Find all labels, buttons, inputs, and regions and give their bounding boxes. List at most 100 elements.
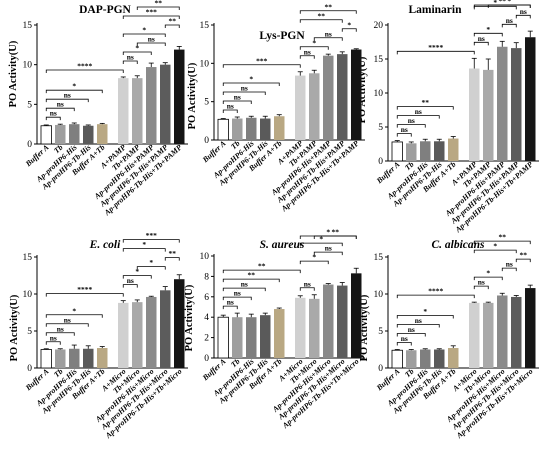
significance-bracket bbox=[222, 82, 280, 86]
y-tick-label: 15 bbox=[374, 253, 384, 263]
bar bbox=[55, 124, 66, 144]
bar bbox=[469, 68, 480, 161]
significance-bracket bbox=[299, 55, 315, 59]
y-tick-label: 10 bbox=[374, 89, 384, 99]
significance-label: ns bbox=[57, 324, 64, 333]
bar bbox=[525, 37, 536, 161]
significance-label: * bbox=[72, 82, 76, 91]
significance-label: **** bbox=[77, 285, 92, 294]
bar bbox=[525, 288, 536, 368]
significance-label: * bbox=[486, 25, 490, 34]
bar bbox=[511, 48, 522, 162]
significance-bracket bbox=[299, 19, 343, 23]
y-tick-label: 2 bbox=[204, 334, 209, 344]
bar bbox=[420, 349, 431, 368]
y-tick-label: 5 bbox=[27, 327, 32, 337]
significance-bracket bbox=[515, 258, 531, 263]
significance-label: ns bbox=[50, 109, 57, 118]
significance-label: ns bbox=[401, 334, 408, 343]
significance-label: ** bbox=[169, 249, 177, 258]
significance-label: * bbox=[142, 25, 146, 34]
significance-label: ns bbox=[325, 244, 332, 253]
significance-bracket bbox=[136, 42, 166, 46]
significance-bracket bbox=[122, 239, 180, 243]
significance-bracket bbox=[299, 260, 329, 265]
bar bbox=[420, 141, 431, 161]
bar bbox=[83, 348, 94, 368]
y-tick-label: 15 bbox=[23, 253, 33, 263]
significance-label: * bbox=[423, 307, 427, 316]
panel-e-coli: E. coli PO Activity(U) bbox=[9, 239, 121, 361]
significance-bracket bbox=[515, 14, 531, 19]
significance-bracket bbox=[396, 294, 475, 299]
significance-bracket bbox=[222, 278, 280, 283]
significance-label: ns bbox=[415, 107, 422, 116]
bar bbox=[132, 302, 143, 368]
significance-bracket bbox=[396, 315, 454, 319]
significance-label: ** bbox=[155, 0, 163, 7]
significance-label: ns bbox=[234, 289, 241, 298]
significance-bracket bbox=[473, 240, 531, 245]
panel-dap-pgn: DAP-PGN PO Activity(U) bbox=[8, 4, 132, 107]
significance-label: ns bbox=[227, 102, 234, 111]
panel-lys-pgn: Lys-PGN PO Activity(U) bbox=[187, 30, 305, 129]
bar bbox=[448, 348, 459, 368]
bar bbox=[323, 55, 334, 140]
significance-label: ** bbox=[332, 228, 340, 237]
bar bbox=[260, 315, 271, 358]
significance-bracket bbox=[299, 46, 329, 50]
significance-bracket bbox=[222, 296, 252, 301]
bar bbox=[97, 124, 108, 144]
significance-bracket bbox=[396, 106, 454, 110]
significance-bracket bbox=[222, 100, 252, 104]
bar bbox=[274, 309, 285, 358]
significance-bracket bbox=[299, 10, 357, 14]
significance-label: **** bbox=[77, 61, 92, 70]
significance-bracket bbox=[122, 284, 138, 288]
y-tick-label: 10 bbox=[374, 290, 384, 300]
bar bbox=[260, 118, 271, 140]
significance-label: ** bbox=[325, 2, 333, 11]
significance-bracket bbox=[164, 257, 180, 261]
panel-title: Lys-PGN bbox=[259, 30, 305, 42]
significance-bracket bbox=[473, 4, 531, 8]
significance-label: ns bbox=[408, 116, 415, 125]
bar bbox=[434, 141, 445, 161]
bar bbox=[469, 302, 480, 368]
bar bbox=[132, 78, 143, 144]
y-tick-label: 0 bbox=[378, 364, 383, 374]
significance-label: * bbox=[312, 38, 316, 47]
significance-label: * bbox=[319, 235, 323, 244]
significance-label: ns bbox=[234, 93, 241, 102]
significance-bracket bbox=[136, 266, 166, 270]
bar bbox=[232, 317, 243, 358]
bar bbox=[406, 350, 417, 368]
bar bbox=[146, 296, 157, 368]
significance-bracket bbox=[473, 32, 503, 37]
significance-bracket bbox=[164, 24, 180, 28]
significance-label: ns bbox=[57, 100, 64, 109]
bar bbox=[483, 302, 494, 368]
bar bbox=[483, 69, 494, 161]
significance-bracket bbox=[501, 23, 517, 28]
significance-label: ns bbox=[408, 325, 415, 334]
significance-bracket bbox=[396, 133, 412, 137]
y-axis-label: PO Activity(U) bbox=[184, 284, 195, 351]
significance-bracket bbox=[45, 69, 124, 73]
significance-label: * bbox=[493, 242, 497, 251]
significance-label: * bbox=[493, 0, 497, 7]
bar bbox=[337, 285, 348, 358]
significance-label: ns bbox=[415, 316, 422, 325]
y-tick-label: 15 bbox=[200, 21, 210, 31]
panel-title: DAP-PGN bbox=[79, 4, 131, 16]
significance-bracket bbox=[136, 6, 180, 10]
bar bbox=[217, 316, 229, 359]
significance-bracket bbox=[313, 235, 357, 239]
significance-bracket bbox=[473, 276, 503, 281]
significance-label: ns bbox=[227, 298, 234, 307]
